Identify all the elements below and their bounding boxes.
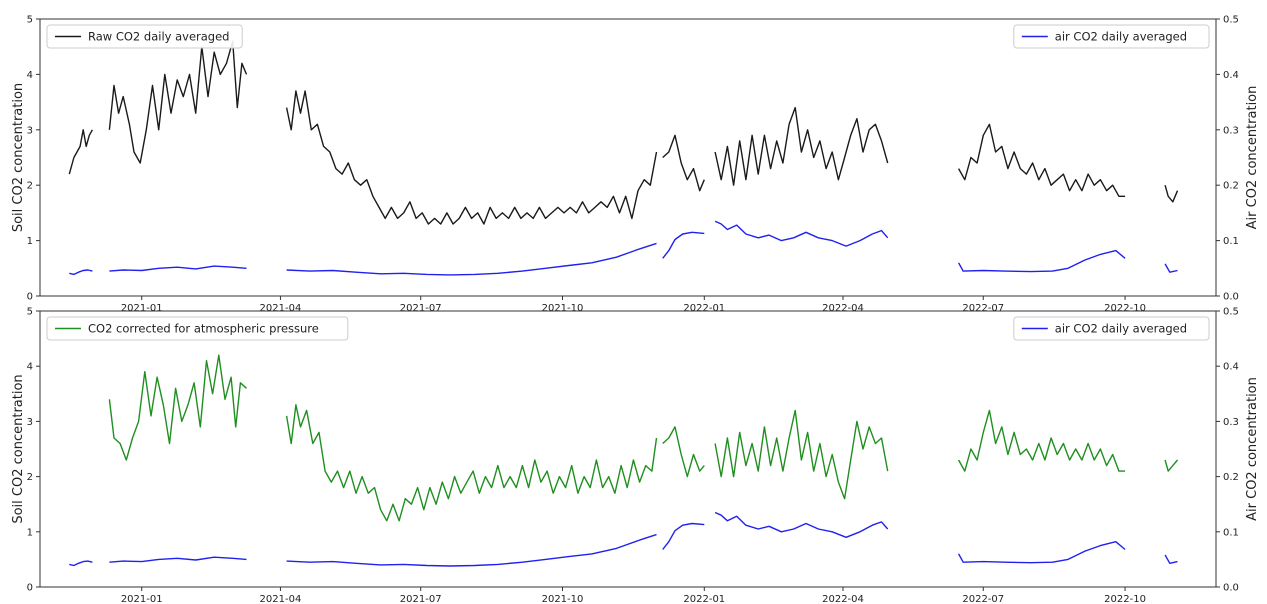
left-y-tick-label: 1: [27, 527, 33, 538]
air-co2-line-segment-3: [662, 231, 705, 259]
left-y-tick-label: 3: [27, 125, 33, 136]
air-co2-line-segment-1: [109, 556, 247, 563]
legend-box: [1013, 316, 1210, 341]
right-y-tick-label: 0.2: [1223, 181, 1239, 192]
x-tick-label: 2022-07: [962, 303, 1004, 314]
legend-label: air CO2 daily averaged: [1055, 322, 1187, 336]
right-y-tick-label: 0.0: [1223, 292, 1239, 303]
legend-label: CO2 corrected for atmospheric pressure: [88, 322, 319, 336]
chart-panel-top: 0 1 2 3 4 5 0.0 0.1 0.2 0.3 0.4 0.5 2021-01 2021-04 20…: [11, 15, 1260, 315]
left-y-tick-label: 1: [27, 236, 33, 247]
left-y-axis-label: Soil CO2 concentration: [11, 374, 26, 523]
left-y-axis-label: Soil CO2 concentration: [11, 83, 26, 232]
soil-co2-line-segment-4: [957, 409, 1126, 472]
x-tick-label: 2022-10: [1104, 594, 1146, 604]
plot-frame: [39, 18, 1217, 297]
air-co2-line-segment-4: [714, 511, 889, 538]
x-tick-label: 2021-10: [542, 594, 584, 604]
x-tick-label: 2022-04: [822, 594, 864, 604]
legend-right: air CO2 daily averaged: [1013, 316, 1210, 341]
right-y-tick-label: 0.0: [1223, 583, 1239, 594]
legend-label: air CO2 daily averaged: [1055, 30, 1187, 44]
soil-co2-line-segment-2: [662, 426, 705, 478]
air-co2-line-segment-4: [714, 220, 889, 247]
legend-left: Raw CO2 daily averaged: [46, 24, 243, 49]
right-y-axis-label: Air CO2 concentration: [1245, 86, 1260, 230]
legend-right: air CO2 daily averaged: [1013, 24, 1210, 49]
x-tick-label: 2022-04: [822, 303, 864, 314]
legend-box: [1013, 24, 1210, 49]
x-tick-label: 2022-01: [683, 594, 725, 604]
right-y-tick-label: 0.2: [1223, 472, 1239, 483]
left-y-tick-label: 3: [27, 417, 33, 428]
x-tick-label: 2021-07: [400, 303, 442, 314]
air-co2-line-segment-6: [1164, 263, 1178, 273]
soil-co2-line-segment-4: [714, 106, 889, 186]
soil-co2-line-segment-1: [108, 40, 248, 164]
x-tick-label: 2021-01: [121, 303, 163, 314]
air-co2-line-segment-0: [69, 560, 93, 567]
right-y-axis-label: Air CO2 concentration: [1245, 377, 1260, 521]
left-y-tick-label: 5: [27, 307, 33, 318]
right-y-tick-label: 0.4: [1223, 362, 1239, 373]
legend-label: Raw CO2 daily averaged: [88, 30, 229, 44]
left-y-tick-label: 4: [27, 362, 33, 373]
left-y-tick-label: 5: [27, 15, 33, 26]
air-co2-line-segment-5: [957, 249, 1126, 273]
left-y-tick-label: 2: [27, 181, 33, 192]
left-y-tick-label: 2: [27, 472, 33, 483]
right-y-tick-label: 0.3: [1223, 417, 1239, 428]
soil-co2-line-segment-3: [662, 134, 705, 192]
x-tick-label: 2021-04: [260, 594, 302, 604]
x-tick-label: 2022-10: [1104, 303, 1146, 314]
legend-left: CO2 corrected for atmospheric pressure: [46, 316, 349, 341]
right-y-tick-label: 0.5: [1223, 307, 1239, 318]
right-y-tick-label: 0.1: [1223, 236, 1239, 247]
air-co2-line-segment-6: [1164, 554, 1178, 564]
air-co2-line-segment-3: [662, 522, 705, 550]
air-co2-line-segment-2: [286, 533, 657, 567]
legend-box: [46, 316, 349, 341]
air-co2-line-segment-0: [69, 269, 93, 276]
air-co2-line-segment-1: [109, 265, 247, 272]
soil-co2-line-segment-2: [285, 90, 658, 225]
soil-co2-line-segment-6: [1164, 185, 1179, 203]
soil-co2-line-segment-0: [108, 354, 247, 461]
air-co2-line-segment-5: [957, 541, 1126, 564]
air-co2-line-segment-2: [286, 242, 657, 276]
right-y-tick-label: 0.5: [1223, 15, 1239, 26]
soil-co2-line-segment-0: [68, 129, 94, 175]
left-y-tick-label: 0: [27, 292, 33, 303]
plot-frame: [39, 310, 1217, 588]
right-y-tick-label: 0.1: [1223, 527, 1239, 538]
left-y-tick-label: 0: [27, 583, 33, 594]
soil-co2-line-segment-5: [957, 123, 1126, 198]
right-y-tick-label: 0.3: [1223, 125, 1239, 136]
x-tick-label: 2021-04: [260, 303, 302, 314]
x-tick-label: 2021-10: [542, 303, 584, 314]
right-y-tick-label: 0.4: [1223, 70, 1239, 81]
soil-co2-line-segment-1: [285, 404, 658, 522]
x-tick-label: 2021-07: [400, 594, 442, 604]
chart-panel-bottom: 0 1 2 3 4 5 0.0 0.1 0.2 0.3 0.4 0.5 2021-01 2021-04 20…: [11, 307, 1260, 604]
x-tick-label: 2022-01: [683, 303, 725, 314]
x-tick-label: 2021-01: [121, 594, 163, 604]
left-y-tick-label: 4: [27, 70, 33, 81]
x-tick-label: 2022-07: [962, 594, 1004, 604]
soil-co2-line-segment-3: [714, 409, 889, 500]
soil-co2-line-segment-5: [1164, 459, 1179, 472]
legend-box: [46, 24, 243, 49]
